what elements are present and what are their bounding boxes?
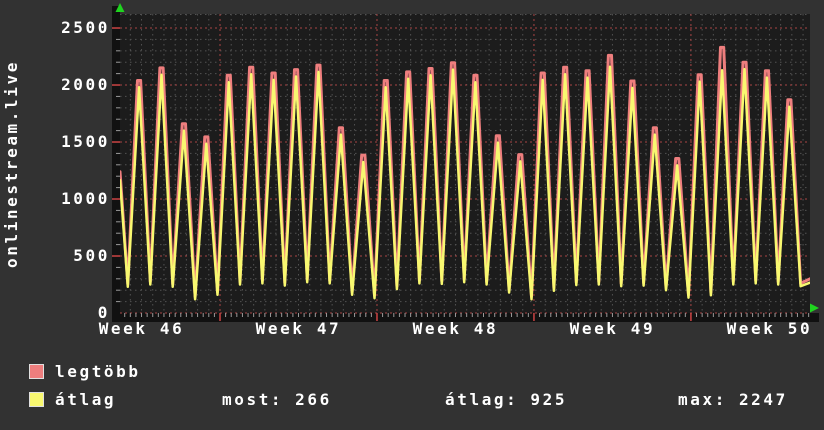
axis-ticks bbox=[112, 27, 810, 321]
y-axis-arrow-icon bbox=[115, 3, 125, 12]
x-axis-tick-label: Week 46 bbox=[98, 319, 185, 338]
y-axis-tick-label: 0 bbox=[97, 303, 110, 322]
x-axis-tick-label: Week 49 bbox=[569, 319, 656, 338]
x-axis-tick-label: Week 48 bbox=[412, 319, 499, 338]
stat-max-label: max: bbox=[678, 390, 727, 409]
legend-label-avg: átlag bbox=[55, 390, 117, 409]
y-axis-tick-label: 1500 bbox=[61, 132, 110, 151]
x-axis-arrow-icon bbox=[810, 303, 819, 313]
series-line-average bbox=[120, 65, 810, 301]
stat-average: átlag: 925 bbox=[445, 390, 567, 410]
stat-max: max: 2247 bbox=[678, 390, 788, 410]
y-axis-tick-label: 2000 bbox=[61, 75, 110, 95]
x-axis-tick-label: Week 50 bbox=[726, 319, 813, 338]
legend-swatch-max bbox=[29, 364, 44, 379]
stat-current-label: most: bbox=[222, 390, 284, 409]
y-axis-tick-label: 500 bbox=[73, 246, 110, 265]
stat-current: most: 266 bbox=[222, 390, 332, 410]
x-axis-strip bbox=[112, 313, 819, 322]
y-axis-tick-label: 1000 bbox=[61, 189, 110, 208]
y-axis-strip bbox=[112, 6, 120, 313]
stat-max-value: 2247 bbox=[738, 390, 788, 409]
stat-average-label: átlag: bbox=[445, 390, 519, 409]
legend-swatch-avg bbox=[29, 392, 44, 407]
x-axis-tick-label: Week 47 bbox=[255, 319, 342, 338]
stat-average-value: 925 bbox=[530, 390, 568, 409]
legend-label-max: legtöbb bbox=[55, 362, 141, 381]
y-axis-tick-label: 2500 bbox=[61, 18, 110, 38]
data-series bbox=[120, 45, 810, 301]
stat-current-value: 266 bbox=[295, 390, 332, 409]
